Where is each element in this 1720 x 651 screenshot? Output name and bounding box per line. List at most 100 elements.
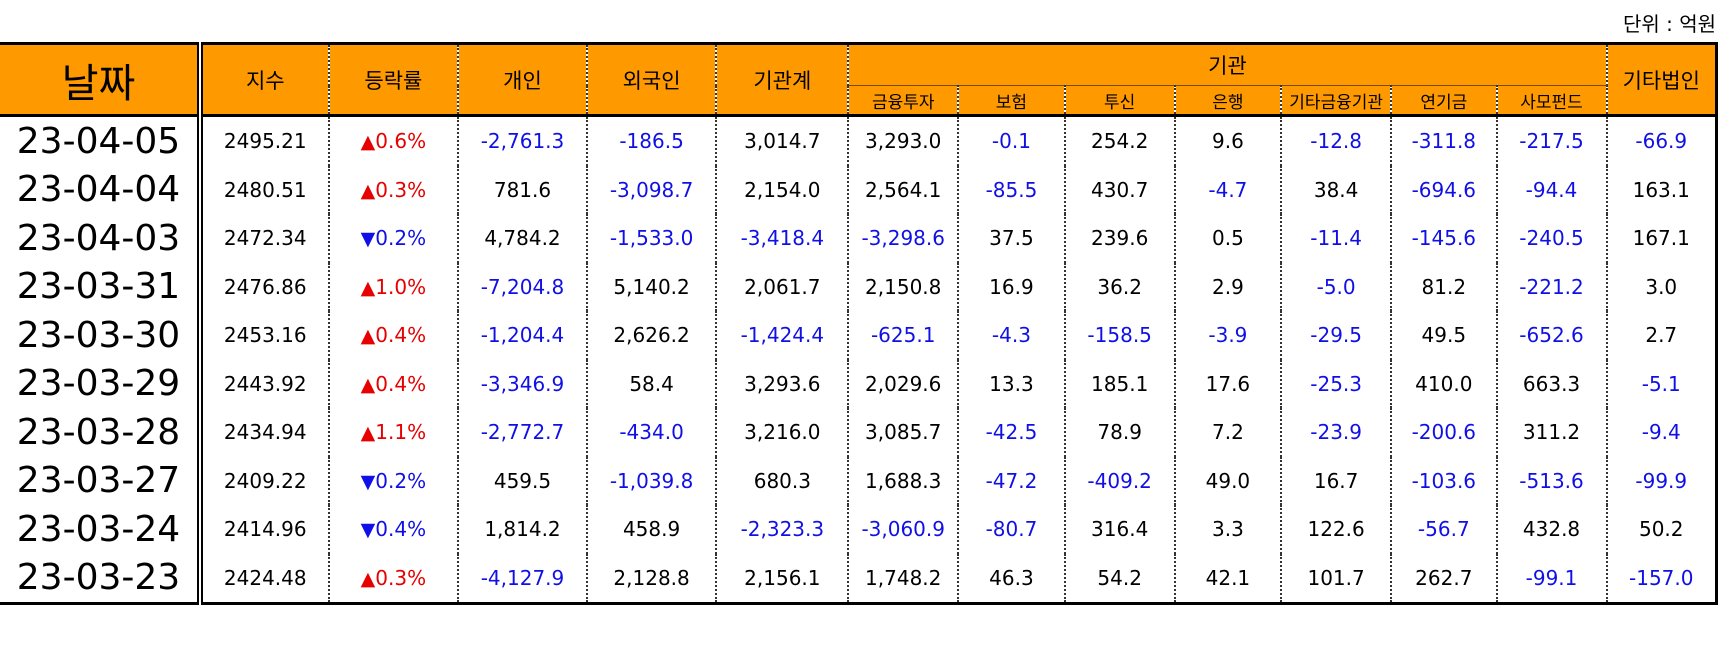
- cell-pension: -103.6: [1390, 456, 1497, 505]
- table-row: 23-04-03 2472.34 ▼0.2% 4,784.2 -1,533.0 -3,41…: [0, 214, 1718, 263]
- cell-financial-investment: 1,688.3: [847, 456, 959, 505]
- cell-bank: 42.1: [1173, 553, 1282, 605]
- cell-other-corp: -5.1: [1605, 359, 1718, 408]
- cell-investment-trust: 430.7: [1063, 165, 1175, 214]
- cell-foreign: -3,098.7: [585, 165, 717, 214]
- cell-other-financial: 122.6: [1280, 505, 1392, 554]
- cell-pension: 262.7: [1390, 553, 1497, 605]
- triangle-up-icon: ▲: [360, 373, 376, 396]
- cell-private-fund: -94.4: [1495, 165, 1607, 214]
- cell-investment-trust: 254.2: [1063, 115, 1175, 166]
- cell-change: ▲1.1%: [327, 408, 459, 457]
- cell-financial-investment: 3,085.7: [847, 408, 959, 457]
- cell-insurance: 13.3: [957, 359, 1065, 408]
- cell-insurance: -4.3: [957, 311, 1065, 360]
- table-row: 23-03-24 2414.96 ▼0.4% 1,814.2 458.9 -2,323.3…: [0, 505, 1718, 554]
- cell-date: 23-03-23: [0, 553, 203, 605]
- cell-other-corp: -9.4: [1605, 408, 1718, 457]
- cell-other-corp: 50.2: [1605, 505, 1718, 554]
- cell-index: 2434.94: [198, 408, 329, 457]
- cell-pension: -200.6: [1390, 408, 1497, 457]
- cell-other-corp: 3.0: [1605, 262, 1718, 311]
- change-percent: 0.4%: [375, 517, 427, 542]
- cell-institution-total: 2,154.0: [715, 165, 849, 214]
- table-row: 23-03-29 2443.92 ▲0.4% -3,346.9 58.4 3,293.6 2…: [0, 359, 1718, 408]
- cell-foreign: -186.5: [585, 115, 717, 166]
- cell-insurance: 16.9: [957, 262, 1065, 311]
- header-institution-total: 기관계: [715, 42, 849, 117]
- header-institution: 기관: [847, 42, 1607, 86]
- cell-date: 23-04-04: [0, 165, 203, 214]
- cell-pension: 49.5: [1390, 311, 1497, 360]
- cell-date: 23-03-29: [0, 359, 203, 408]
- cell-private-fund: -513.6: [1495, 456, 1607, 505]
- triangle-up-icon: ▲: [360, 567, 376, 590]
- triangle-up-icon: ▲: [360, 276, 376, 299]
- cell-institution-total: 3,216.0: [715, 408, 849, 457]
- cell-foreign: 2,626.2: [585, 311, 717, 360]
- cell-date: 23-03-31: [0, 262, 203, 311]
- table-row: 23-03-23 2424.48 ▲0.3% -4,127.9 2,128.8 2,156…: [0, 553, 1718, 605]
- cell-foreign: 458.9: [585, 505, 717, 554]
- change-percent: 0.3%: [375, 177, 427, 202]
- cell-foreign: -1,039.8: [585, 456, 717, 505]
- cell-index: 2495.21: [198, 115, 329, 166]
- cell-index: 2453.16: [198, 311, 329, 360]
- cell-financial-investment: 1,748.2: [847, 553, 959, 605]
- cell-pension: 81.2: [1390, 262, 1497, 311]
- cell-bank: -4.7: [1173, 165, 1282, 214]
- triangle-up-icon: ▲: [360, 325, 376, 348]
- cell-insurance: 46.3: [957, 553, 1065, 605]
- cell-investment-trust: 36.2: [1063, 262, 1175, 311]
- cell-other-financial: -23.9: [1280, 408, 1392, 457]
- cell-change: ▼0.2%: [327, 214, 459, 263]
- cell-foreign: 5,140.2: [585, 262, 717, 311]
- cell-individual: -4,127.9: [457, 553, 587, 605]
- cell-institution-total: 2,156.1: [715, 553, 849, 605]
- change-percent: 0.3%: [375, 565, 427, 590]
- cell-other-corp: -157.0: [1605, 553, 1718, 605]
- cell-investment-trust: 54.2: [1063, 553, 1175, 605]
- cell-private-fund: -240.5: [1495, 214, 1607, 263]
- cell-other-financial: -5.0: [1280, 262, 1392, 311]
- cell-pension: -694.6: [1390, 165, 1497, 214]
- cell-investment-trust: 316.4: [1063, 505, 1175, 554]
- cell-foreign: 58.4: [585, 359, 717, 408]
- cell-date: 23-03-27: [0, 456, 203, 505]
- cell-index: 2480.51: [198, 165, 329, 214]
- table-row: 23-04-05 2495.21 ▲0.6% -2,761.3 -186.5 3,014.…: [0, 115, 1718, 166]
- cell-individual: -2,761.3: [457, 115, 587, 166]
- cell-other-corp: 163.1: [1605, 165, 1718, 214]
- header-other-corp: 기타법인: [1605, 42, 1718, 117]
- cell-bank: 3.3: [1173, 505, 1282, 554]
- cell-investment-trust: 239.6: [1063, 214, 1175, 263]
- cell-date: 23-04-03: [0, 214, 203, 263]
- triangle-up-icon: ▲: [360, 179, 376, 202]
- cell-other-corp: 167.1: [1605, 214, 1718, 263]
- cell-institution-total: -2,323.3: [715, 505, 849, 554]
- cell-bank: -3.9: [1173, 311, 1282, 360]
- cell-individual: -7,204.8: [457, 262, 587, 311]
- cell-insurance: -42.5: [957, 408, 1065, 457]
- cell-other-financial: 38.4: [1280, 165, 1392, 214]
- cell-index: 2414.96: [198, 505, 329, 554]
- cell-change: ▲1.0%: [327, 262, 459, 311]
- cell-date: 23-04-05: [0, 115, 203, 166]
- table-row: 23-03-30 2453.16 ▲0.4% -1,204.4 2,626.2 -1,42…: [0, 311, 1718, 360]
- cell-change: ▲0.3%: [327, 165, 459, 214]
- table-row: 23-03-31 2476.86 ▲1.0% -7,204.8 5,140.2 2,061…: [0, 262, 1718, 311]
- table-body: 23-04-05 2495.21 ▲0.6% -2,761.3 -186.5 3,014.…: [0, 115, 1718, 605]
- cell-insurance: -47.2: [957, 456, 1065, 505]
- header-sub-insurance: 보험: [957, 85, 1065, 117]
- cell-financial-investment: 2,029.6: [847, 359, 959, 408]
- change-percent: 0.6%: [375, 129, 427, 154]
- header-sub-financial-investment: 금융투자: [847, 85, 959, 117]
- change-percent: 0.4%: [375, 371, 427, 396]
- cell-change: ▼0.4%: [327, 505, 459, 554]
- cell-pension: 410.0: [1390, 359, 1497, 408]
- cell-institution-total: -3,418.4: [715, 214, 849, 263]
- cell-financial-investment: 3,293.0: [847, 115, 959, 166]
- cell-date: 23-03-30: [0, 311, 203, 360]
- cell-foreign: -434.0: [585, 408, 717, 457]
- header-individual: 개인: [457, 42, 587, 117]
